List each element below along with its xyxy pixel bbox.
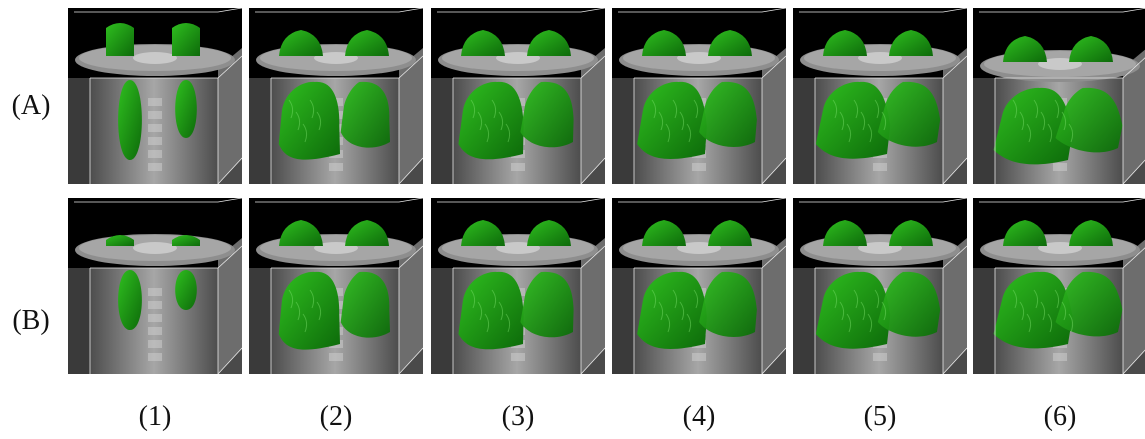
render-panel (612, 8, 786, 184)
render-panel (431, 198, 605, 374)
column-label-5: (5) (863, 401, 897, 432)
render-panel (973, 8, 1145, 184)
render-panel (612, 198, 786, 374)
render-panel (973, 198, 1145, 374)
render-panel (431, 8, 605, 184)
column-label-2: (2) (319, 401, 353, 432)
column-label-6: (6) (1043, 401, 1077, 432)
row-label-b: (B) (12, 305, 50, 336)
render-panel (793, 198, 967, 374)
render-panel-image (612, 198, 786, 374)
column-label-1: (1) (138, 401, 172, 432)
render-panel (68, 8, 242, 184)
row-label-a: (A) (11, 90, 51, 121)
render-panel-image (793, 8, 967, 184)
render-panel (249, 198, 423, 374)
render-panel-image (973, 8, 1145, 184)
render-panel (249, 8, 423, 184)
render-panel-image (793, 198, 967, 374)
render-panel-image (973, 198, 1145, 374)
render-panel-image (68, 198, 242, 374)
column-label-4: (4) (682, 401, 716, 432)
render-panel-image (431, 8, 605, 184)
render-panel (793, 8, 967, 184)
column-label-3: (3) (501, 401, 535, 432)
render-panel-image (612, 8, 786, 184)
render-panel-image (249, 198, 423, 374)
render-panel-image (68, 8, 242, 184)
render-panel (68, 198, 242, 374)
render-panel-image (431, 198, 605, 374)
render-panel-image (249, 8, 423, 184)
